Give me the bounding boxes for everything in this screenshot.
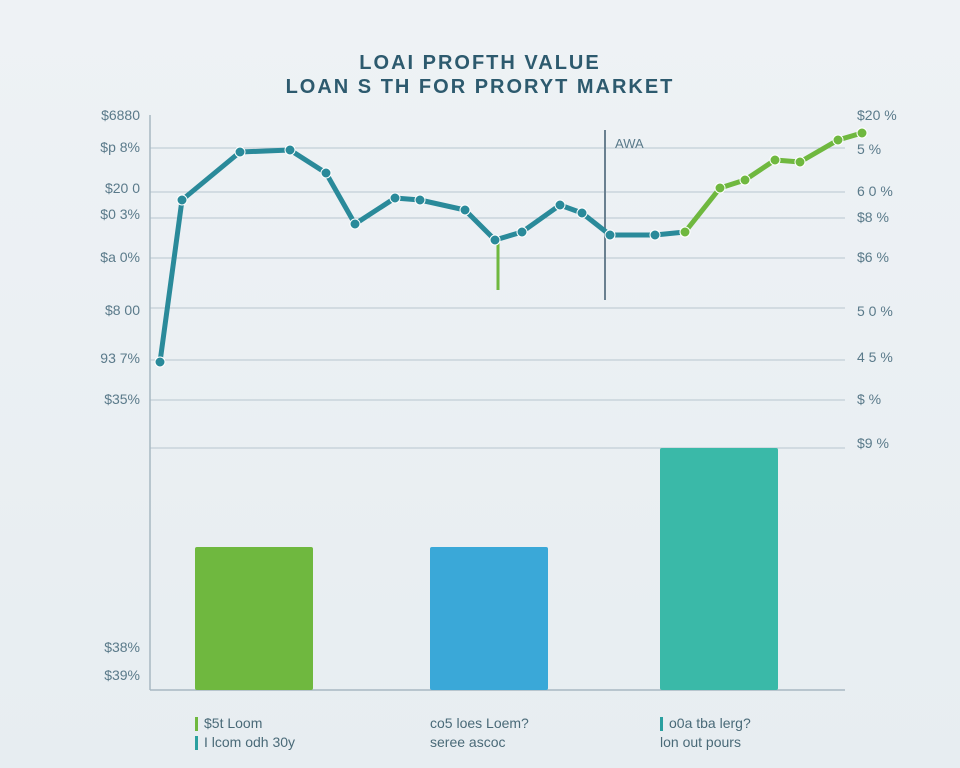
y-right-tick: $ % <box>857 391 881 407</box>
y-right-tick: 5 0 % <box>857 303 893 319</box>
y-left-tick: 93 7% <box>100 350 140 366</box>
y-right-tick: $8 % <box>857 209 889 225</box>
y-left-tick: $39% <box>104 667 140 683</box>
chart-stage: { "title_line1": "LOAI PROFTH VALUE", "t… <box>0 0 960 768</box>
y-left-tick: $35% <box>104 391 140 407</box>
annotation-label: AWA <box>615 136 644 151</box>
y-left-tick: $6880 <box>101 107 140 123</box>
y-right-tick: 5 % <box>857 141 881 157</box>
y-right-tick: $20 % <box>857 107 897 123</box>
y-left-tick: $20 0 <box>105 180 140 196</box>
y-left-tick: $38% <box>104 639 140 655</box>
legend-item: co5 loes Loem?seree ascoc <box>430 714 529 752</box>
legend-item: o0a tba lerg?lon out pours <box>660 714 751 752</box>
y-right-tick: 4 5 % <box>857 349 893 365</box>
y-left-tick: $8 00 <box>105 302 140 318</box>
y-left-tick: $p 8% <box>100 139 140 155</box>
chart-svg <box>0 0 960 768</box>
y-right-tick: $6 % <box>857 249 889 265</box>
y-right-tick: $9 % <box>857 435 889 451</box>
y-left-tick: $a 0% <box>100 249 140 265</box>
legend-item: $5t LoomI lcom odh 30y <box>195 714 295 752</box>
y-left-tick: $0 3% <box>100 206 140 222</box>
y-right-tick: 6 0 % <box>857 183 893 199</box>
